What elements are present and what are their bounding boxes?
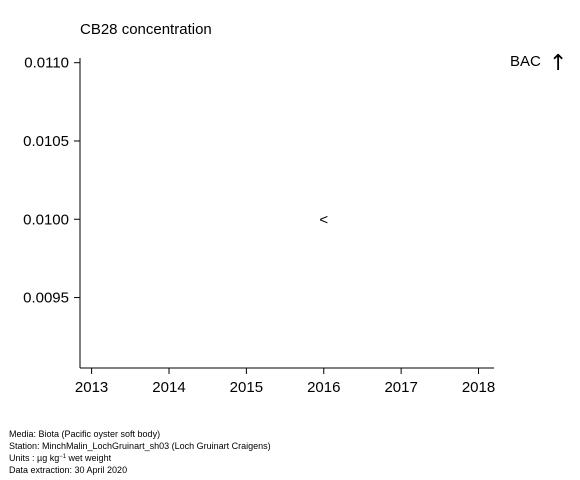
x-tick-label: 2013 bbox=[75, 379, 108, 396]
x-tick-label: 2018 bbox=[462, 379, 495, 396]
footer-media: Media: Biota (Pacific oyster soft body) bbox=[9, 429, 161, 439]
bac-up-arrow-icon: ↑ bbox=[549, 51, 567, 76]
footer: Media: Biota (Pacific oyster soft body) … bbox=[9, 429, 271, 476]
footer-station: Station: MinchMalin_LochGruinart_sh03 (L… bbox=[9, 440, 271, 451]
x-tick-label: 2014 bbox=[152, 379, 185, 396]
x-tick-label: 2016 bbox=[307, 379, 340, 396]
footer-extraction: Data extraction: 30 April 2020 bbox=[9, 464, 128, 475]
chart-title: CB28 concentration bbox=[80, 21, 212, 38]
footer-units: Units : µg kg−1 wet weight bbox=[9, 452, 271, 465]
y-axis-ticks: 0.0095 0.0100 0.0105 0.0110 bbox=[23, 55, 80, 307]
y-tick-label: 0.0100 bbox=[23, 211, 69, 228]
x-tick-label: 2015 bbox=[230, 379, 263, 396]
data-points: < bbox=[319, 211, 328, 228]
footer-units-suffix: wet weight bbox=[66, 453, 112, 463]
footer-units-exponent: −1 bbox=[59, 454, 67, 460]
data-point-less-than-marker: < bbox=[319, 211, 328, 228]
chart: CB28 concentration 0.00950.01000.01050.0… bbox=[23, 21, 567, 396]
y-tick-label: 0.0095 bbox=[23, 290, 69, 307]
y-tick-label: 0.0110 bbox=[24, 55, 69, 72]
bac-label: BAC bbox=[510, 53, 541, 70]
y-tick-label: 0.0105 bbox=[23, 133, 69, 150]
x-axis-ticks: 2013 2014 2015 2016 2017 2018 bbox=[75, 368, 495, 396]
x-tick-label: 2017 bbox=[384, 379, 417, 396]
footer-units-prefix: Units : µg kg bbox=[9, 453, 60, 463]
